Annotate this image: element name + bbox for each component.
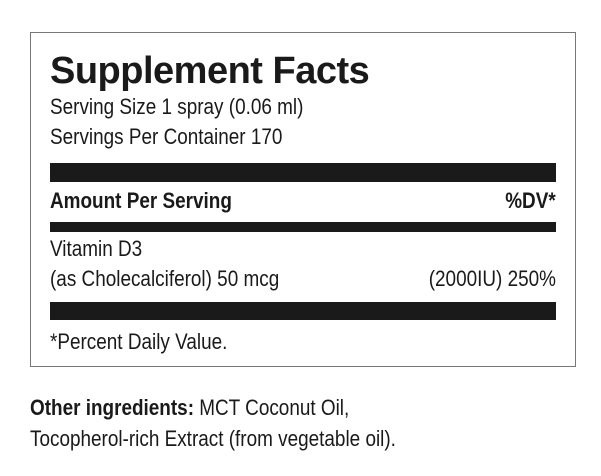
thin-divider (50, 222, 556, 232)
nutrient-name: Vitamin D3 (50, 236, 143, 261)
servings-per-container: Servings Per Container 170 (50, 124, 283, 149)
other-ingredients-line1: Other ingredients: MCT Coconut Oil, (30, 397, 401, 419)
footnote: *Percent Daily Value. (50, 329, 228, 354)
other-ingredients-label: Other ingredients: (30, 395, 194, 420)
panel-title: Supplement Facts (50, 50, 370, 92)
nutrient-detail: (as Cholecalciferol) 50 mcg (50, 266, 280, 291)
dv-header: %DV* (505, 188, 556, 213)
thick-divider (50, 163, 556, 182)
supplement-facts-panel (30, 32, 576, 367)
amount-per-serving-header: Amount Per Serving (50, 188, 232, 213)
other-ingredients-line2: Tocopherol-rich Extract (from vegetable … (30, 426, 396, 451)
serving-size: Serving Size 1 spray (0.06 ml) (50, 94, 304, 119)
thick-divider-bottom (50, 302, 556, 320)
nutrient-dv: (2000IU) 250% (428, 266, 556, 291)
other-ingredients-text1: MCT Coconut Oil, (199, 395, 350, 420)
